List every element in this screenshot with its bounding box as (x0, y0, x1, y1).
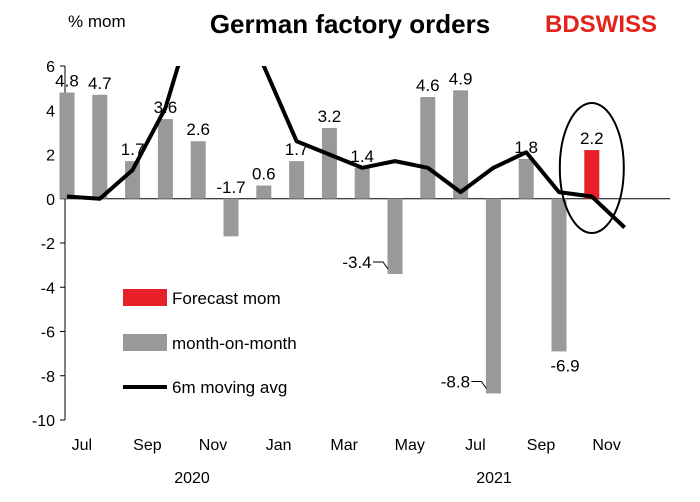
mom-bar (485, 198, 501, 394)
y-tick-label: -4 (41, 280, 55, 297)
data-label: -3.4 (342, 253, 371, 272)
data-label: -1.7 (216, 178, 245, 197)
y-tick-label: -2 (41, 236, 55, 253)
y-tick-label: -8 (41, 369, 55, 386)
forecast-bar (584, 150, 600, 199)
data-label: -6.9 (550, 356, 579, 375)
x-year-label: 2021 (476, 470, 512, 487)
mom-bar (453, 90, 469, 199)
mom-bar (92, 94, 108, 199)
mom-bar (321, 127, 337, 199)
forecast-highlight-ellipse (558, 102, 625, 234)
x-tick-label: Nov (199, 437, 227, 454)
data-label: 1.8 (514, 138, 538, 157)
data-label: 4.7 (88, 74, 112, 93)
x-tick-label: Jul (72, 437, 92, 454)
bdswiss-logo: BDSWISS (545, 11, 657, 38)
mom-bar (59, 92, 75, 199)
legend-swatch (123, 289, 167, 306)
svg-text:BDSWISS: BDSWISS (545, 11, 657, 38)
x-tick-label: Sep (133, 437, 162, 454)
mom-bar (157, 119, 173, 199)
data-labels: 4.8 4.7 1.7 3.6 2.6 -1.7 0.6 1.7 3.2 1.4 -3.4 4.6 4.… (55, 69, 625, 391)
logo-swiss-text: SWISS (580, 11, 657, 38)
mom-bar (190, 141, 206, 199)
y-tick-label: -10 (32, 413, 55, 430)
data-label: 2.2 (580, 129, 604, 148)
moving-average-line-group (66, 66, 626, 229)
data-label: 4.8 (55, 72, 79, 91)
legend-label: 6m moving avg (172, 378, 287, 397)
x-tick-label: Sep (527, 437, 556, 454)
data-label: 3.2 (318, 107, 342, 126)
mom-bar (354, 167, 370, 199)
mom-bar (223, 198, 239, 237)
mom-bar (420, 96, 436, 199)
data-label: 1.4 (350, 147, 374, 166)
x-year-label: 2020 (174, 470, 210, 487)
mom-bar (125, 161, 141, 199)
x-tick-label: Jul (465, 437, 485, 454)
y-tick-label: 0 (46, 192, 55, 209)
legend-label: Forecast mom (172, 289, 281, 308)
mom-bar (518, 158, 534, 199)
data-label: 1.7 (121, 140, 145, 159)
x-tick-label: Nov (592, 437, 620, 454)
y-tick-label: 6 (46, 59, 55, 76)
x-tick-label: Jan (266, 437, 292, 454)
mom-bar (256, 185, 272, 199)
moving-average-line (66, 66, 626, 229)
data-label: 3.6 (154, 98, 178, 117)
legend-swatch (123, 334, 167, 351)
logo-bd-text: BD (545, 11, 580, 38)
x-tick-label: May (395, 437, 425, 454)
x-tick-label: Mar (330, 437, 358, 454)
data-label: 4.6 (416, 76, 440, 95)
bars (59, 90, 600, 394)
data-label: 1.7 (285, 140, 309, 159)
leader-line (373, 261, 389, 270)
leader-line (471, 380, 487, 389)
y-tick-label: -6 (41, 325, 55, 342)
mom-bar (387, 198, 403, 274)
y-tick-label: 4 (46, 103, 55, 120)
legend: Forecast mom month-on-month 6m moving avg (123, 289, 297, 397)
chart-title: German factory orders (210, 9, 490, 39)
mom-bar (289, 161, 305, 199)
legend-label: month-on-month (172, 334, 297, 353)
data-label: -8.8 (441, 372, 470, 391)
mom-bar (551, 198, 567, 352)
data-label: 2.6 (186, 120, 210, 139)
data-label: 4.9 (449, 69, 473, 88)
data-label: 0.6 (252, 164, 276, 183)
y-tick-label: 2 (46, 148, 55, 165)
x-axis-labels: Jul Sep Nov Jan Mar May Jul Sep Nov 2020 2021 (72, 437, 621, 487)
y-axis-unit-label: % mom (68, 12, 126, 31)
